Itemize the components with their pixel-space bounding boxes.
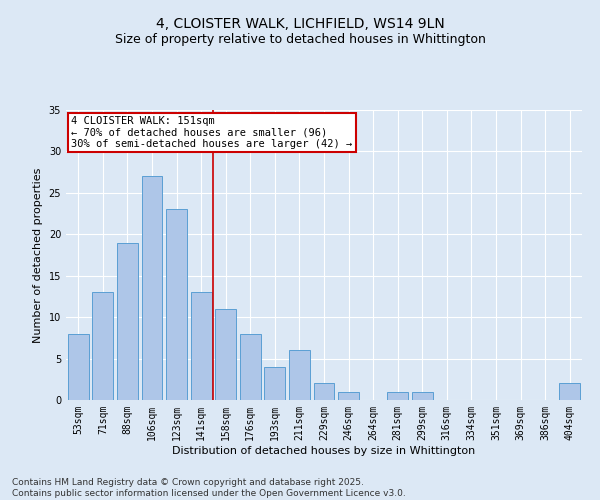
Bar — [92, 292, 113, 400]
Bar — [166, 210, 187, 400]
Bar — [265, 367, 286, 400]
Y-axis label: Number of detached properties: Number of detached properties — [33, 168, 43, 342]
Bar — [338, 392, 359, 400]
Text: Contains HM Land Registry data © Crown copyright and database right 2025.
Contai: Contains HM Land Registry data © Crown c… — [12, 478, 406, 498]
Bar — [289, 350, 310, 400]
Bar — [68, 334, 89, 400]
Bar — [412, 392, 433, 400]
Bar — [240, 334, 261, 400]
Bar — [387, 392, 408, 400]
Text: 4 CLOISTER WALK: 151sqm
← 70% of detached houses are smaller (96)
30% of semi-de: 4 CLOISTER WALK: 151sqm ← 70% of detache… — [71, 116, 352, 149]
Bar — [215, 309, 236, 400]
Bar — [117, 242, 138, 400]
Text: 4, CLOISTER WALK, LICHFIELD, WS14 9LN: 4, CLOISTER WALK, LICHFIELD, WS14 9LN — [155, 18, 445, 32]
Bar — [559, 384, 580, 400]
Bar — [191, 292, 212, 400]
X-axis label: Distribution of detached houses by size in Whittington: Distribution of detached houses by size … — [172, 446, 476, 456]
Bar — [142, 176, 163, 400]
Bar — [314, 384, 334, 400]
Text: Size of property relative to detached houses in Whittington: Size of property relative to detached ho… — [115, 32, 485, 46]
